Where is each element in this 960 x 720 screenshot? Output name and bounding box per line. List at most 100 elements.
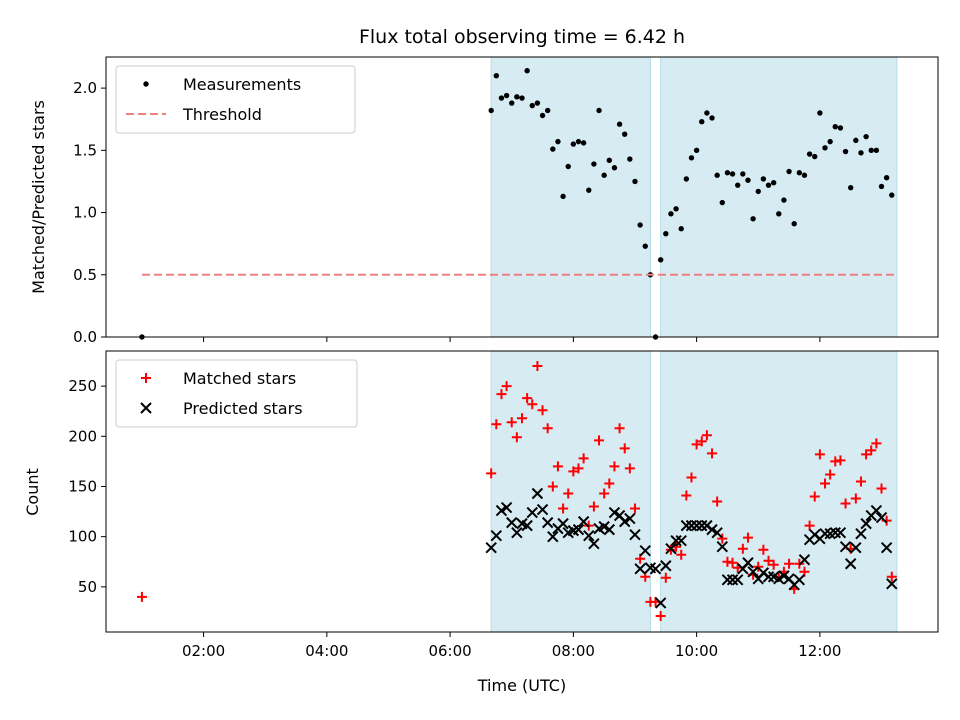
y-tick-label: 200 — [68, 427, 97, 445]
bottom-panel: 50 100 150 200 250 02:00 04:00 06:00 08:00 10:00… — [23, 350, 939, 695]
measurements-point — [853, 137, 859, 144]
measurements-point — [750, 216, 756, 222]
measurements-point — [488, 107, 494, 114]
matched-stars-point — [830, 456, 841, 467]
predicted-stars-point — [634, 563, 646, 575]
y-tick-label: 2.0 — [73, 79, 97, 97]
matched-stars-point — [558, 503, 569, 514]
matched-stars-point — [522, 393, 533, 404]
matched-stars-point — [655, 610, 666, 621]
measurements-point — [735, 182, 741, 188]
predicted-stars-point — [716, 540, 729, 553]
top-y-axis-label: Matched/Predicted stars — [29, 100, 48, 294]
measurements-point — [786, 168, 792, 175]
measurements-point — [699, 119, 705, 125]
top-x-ticks — [203, 337, 821, 342]
predicted-stars-point — [855, 527, 867, 540]
measurements-point — [611, 165, 618, 171]
matched-stars-point — [496, 389, 507, 400]
matched-stars-point — [727, 557, 738, 568]
predicted-stars-point — [675, 534, 687, 547]
matched-stars-point — [681, 490, 692, 501]
matched-stars-point — [599, 488, 610, 499]
predicted-stars-point — [798, 554, 811, 566]
predicted-stars-point — [762, 571, 775, 583]
measurements-point — [601, 172, 607, 178]
matched-stars-point — [501, 381, 512, 392]
matched-stars-point — [547, 481, 558, 492]
measurements-point — [770, 179, 777, 186]
predicted-stars-point — [536, 503, 549, 516]
measurements-point — [657, 257, 664, 263]
predicted-stars-point — [860, 517, 872, 530]
measurements-point — [565, 163, 571, 170]
matched-stars-point — [814, 449, 825, 460]
measurements-point — [745, 177, 751, 183]
predicted-stars-point — [850, 541, 862, 554]
measurements-point — [801, 172, 808, 178]
measurements-point — [873, 147, 880, 154]
measurements-point — [729, 171, 736, 177]
matched-stars-point — [825, 469, 836, 480]
top-panel: 0.00.51.01.52.0 Matched/Predicted stars … — [29, 56, 939, 346]
predicted-stars-point — [685, 519, 698, 532]
shaded-span-1 — [660, 350, 898, 633]
y-tick-label: 0.0 — [73, 328, 97, 346]
top-axes-frame — [105, 56, 939, 338]
measurements-point — [704, 110, 710, 116]
matched-stars-point — [886, 571, 897, 582]
measurements-point — [580, 140, 587, 146]
x-tick-label: 10:00 — [675, 642, 718, 660]
predicted-stars-point — [834, 526, 847, 539]
matched-stars-point — [850, 493, 861, 504]
shaded-span-0 — [490, 56, 651, 338]
measurements-point — [765, 182, 772, 188]
bottom-series-group — [136, 361, 898, 621]
predicted-stars-point — [588, 537, 600, 550]
measurements-point — [719, 199, 725, 206]
matched-stars-point — [624, 463, 635, 474]
predicted-stars-point — [541, 516, 554, 529]
measurements-point — [847, 184, 854, 191]
measurements-point — [714, 172, 720, 178]
matched-stars-point — [588, 501, 599, 512]
measurements-point — [709, 115, 715, 121]
legend-marker-dot — [143, 81, 149, 87]
matched-stars-point — [573, 463, 584, 474]
matched-stars-point — [609, 461, 620, 472]
measurements-point — [498, 95, 505, 101]
measurements-point — [606, 157, 613, 163]
predicted-stars-point — [583, 529, 595, 542]
matched-stars-point — [701, 430, 712, 441]
y-tick-label: 0.5 — [73, 266, 97, 284]
x-tick-label: 02:00 — [182, 642, 225, 660]
measurements-point — [642, 243, 648, 249]
matched-stars-point — [676, 549, 687, 560]
measurements-point — [889, 192, 895, 198]
predicted-stars-point — [603, 523, 616, 536]
predicted-stars-point — [654, 597, 667, 609]
predicted-stars-point — [711, 526, 723, 539]
measurements-point — [627, 156, 633, 162]
measurements-point — [678, 226, 684, 232]
matched-stars-point — [511, 432, 522, 443]
x-axis-label: Time (UTC) — [477, 676, 566, 695]
matched-stars-point — [696, 436, 707, 447]
predicted-stars-point — [773, 573, 785, 585]
measurements-point — [663, 231, 669, 237]
predicted-stars-point — [577, 515, 590, 528]
measurements-point — [863, 133, 869, 140]
measurements-point — [822, 145, 828, 151]
measurements-point — [539, 112, 546, 119]
predicted-stars-point — [608, 506, 621, 519]
predicted-stars-point — [778, 570, 790, 582]
matched-stars-point — [737, 543, 748, 554]
shaded-span-1 — [660, 56, 898, 338]
predicted-stars-point — [511, 526, 523, 539]
matched-stars-point — [537, 405, 548, 416]
y-tick-label: 50 — [78, 578, 97, 596]
measurements-point — [503, 92, 510, 99]
legend-box — [115, 65, 356, 134]
predicted-stars-point — [829, 526, 841, 539]
matched-stars-point — [629, 503, 640, 514]
